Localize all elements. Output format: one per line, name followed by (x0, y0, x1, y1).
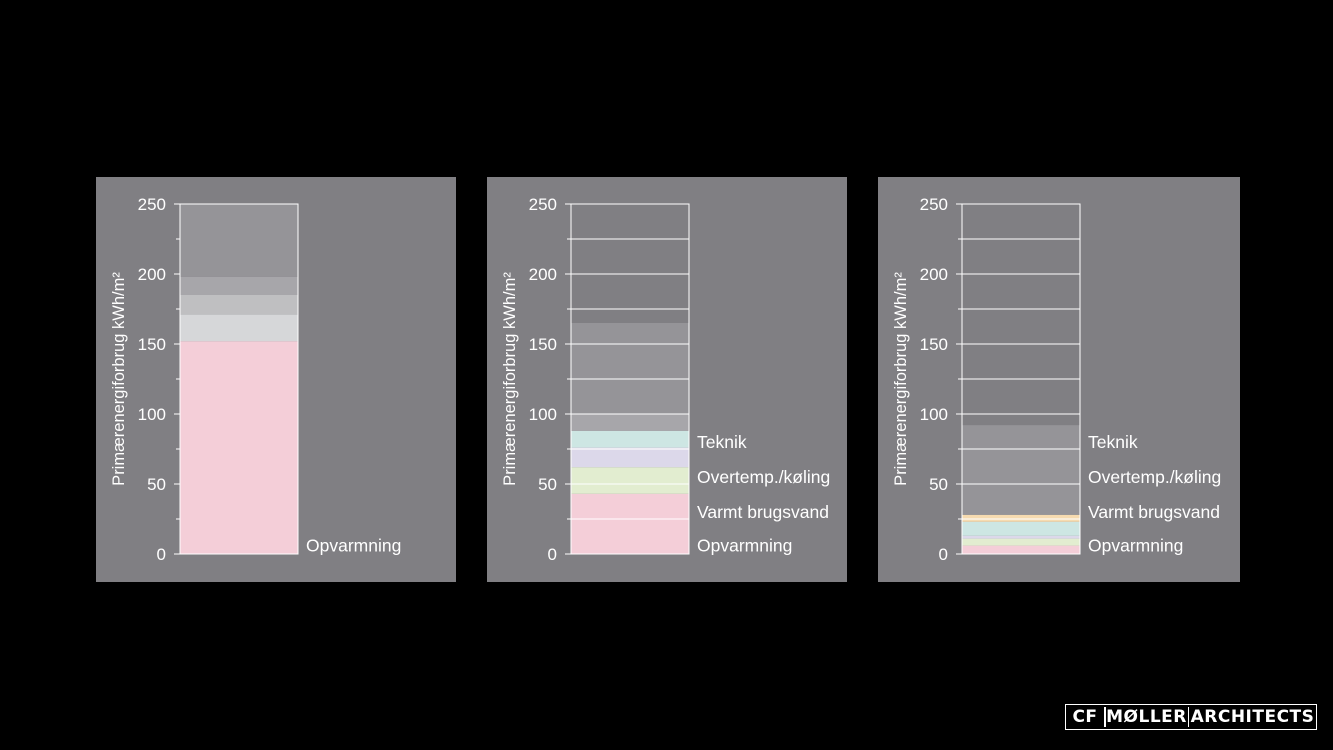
bar-segment-3 (962, 535, 1080, 539)
bar-segment-1 (571, 493, 689, 554)
y-tick-label: 250 (920, 195, 948, 214)
bar-segment-6 (962, 425, 1080, 515)
y-tick-label: 0 (939, 545, 948, 564)
chart-3: 0 50 100 150 200 250 Primærenergiforbrug kWh/m… (892, 195, 1221, 564)
y-tick-label: 200 (529, 265, 557, 284)
category-label: Overtemp./køling (1088, 467, 1221, 487)
logo-architects: ARCHITECTS (1190, 707, 1315, 727)
bar-segment-6 (571, 323, 689, 414)
chart-panel-1: 0 50 100 150 200 250 Primærenergiforbrug kWh/m… (96, 177, 456, 582)
y-tick-label: 150 (920, 335, 948, 354)
chart-1: 0 50 100 150 200 250 Primærenergiforbrug kWh/m… (110, 195, 401, 564)
chart-2: 0 50 100 150 200 250 Primærenergiforbrug kWh/m… (501, 195, 830, 564)
bar-segment-5 (571, 414, 689, 431)
y-tick-label: 50 (147, 475, 166, 494)
category-label: Teknik (697, 432, 747, 452)
logo-cf: CF (1072, 707, 1098, 727)
y-tick-label: 150 (529, 335, 557, 354)
category-label: Opvarmning (697, 536, 792, 556)
category-label: Varmt brugsvand (697, 502, 829, 522)
logo-divider (1187, 707, 1189, 727)
y-tick-label: 0 (548, 545, 557, 564)
bar-segment-4 (180, 276, 298, 295)
bar-segment-2 (180, 314, 298, 342)
logo-divider (1104, 707, 1106, 727)
bar-segment-3 (571, 447, 689, 468)
y-axis-label: Primærenergiforbrug kWh/m² (110, 272, 128, 486)
y-tick-label: 50 (929, 475, 948, 494)
bar-segment-4 (571, 430, 689, 448)
y-tick-label: 150 (138, 335, 166, 354)
category-label: Opvarmning (1088, 536, 1183, 556)
y-tick-label: 250 (529, 195, 557, 214)
y-axis-label: Primærenergiforbrug kWh/m² (501, 272, 519, 486)
y-axis-label: Primærenergiforbrug kWh/m² (892, 272, 910, 486)
company-logo: CF MØLLER ARCHITECTS (1065, 704, 1317, 730)
y-tick-label: 200 (920, 265, 948, 284)
y-tick-label: 100 (138, 405, 166, 424)
y-tick-label: 250 (138, 195, 166, 214)
bar-segment-2 (962, 538, 1080, 546)
y-tick-label: 50 (538, 475, 557, 494)
logo-moller: MØLLER (1106, 707, 1187, 727)
bar-segment-1 (962, 545, 1080, 554)
category-label: Varmt brugsvand (1088, 502, 1220, 522)
bar-segment-2 (571, 467, 689, 494)
y-tick-label: 100 (920, 405, 948, 424)
category-label: Teknik (1088, 432, 1138, 452)
bar-segment-4 (962, 521, 1080, 536)
bar-segment-5 (180, 204, 298, 277)
y-tick-label: 0 (157, 545, 166, 564)
category-label: Opvarmning (306, 536, 401, 556)
chart-panel-3: 0 50 100 150 200 250 Primærenergiforbrug kWh/m… (878, 177, 1240, 582)
y-tick-label: 100 (529, 405, 557, 424)
bar-segment-3 (180, 295, 298, 315)
bar-segment-1 (180, 341, 298, 554)
category-label: Overtemp./køling (697, 467, 830, 487)
chart-panel-2: 0 50 100 150 200 250 Primærenergiforbrug kWh/m… (487, 177, 847, 582)
bar-segment-5 (962, 514, 1080, 522)
y-tick-label: 200 (138, 265, 166, 284)
